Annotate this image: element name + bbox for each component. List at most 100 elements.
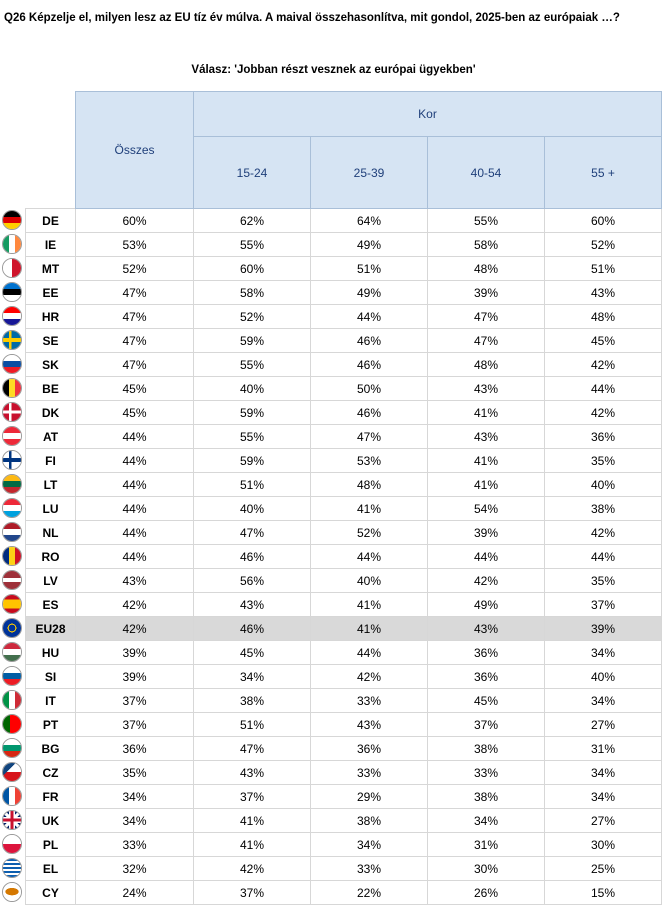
header-age-55-plus: 55 + — [544, 136, 662, 209]
cell-age-a4: 52% — [544, 232, 662, 257]
cell-total: 24% — [75, 880, 194, 905]
table-row: AT 44% 55% 47% 43% 36% — [25, 424, 662, 449]
table-row: SK 47% 55% 46% 48% 42% — [25, 352, 662, 377]
header-total: Összes — [75, 91, 194, 209]
cell-total: 44% — [75, 424, 194, 449]
cell-total: 44% — [75, 544, 194, 569]
cell-age-a4: 31% — [544, 736, 662, 761]
cell-age-a2: 49% — [310, 232, 428, 257]
cell-age-a2: 46% — [310, 400, 428, 425]
cell-age-a3: 31% — [427, 832, 545, 857]
cell-age-a3: 43% — [427, 616, 545, 641]
cell-age-a1: 37% — [193, 784, 311, 809]
cell-total: 34% — [75, 808, 194, 833]
cell-age-a1: 56% — [193, 568, 311, 593]
country-code: FR — [25, 784, 76, 809]
cell-age-a1: 51% — [193, 472, 311, 497]
cell-age-a4: 27% — [544, 712, 662, 737]
cell-age-a1: 52% — [193, 304, 311, 329]
cell-total: 42% — [75, 616, 194, 641]
cell-total: 60% — [75, 208, 194, 233]
cell-age-a3: 37% — [427, 712, 545, 737]
table-row: UK 34% 41% 38% 34% 27% — [25, 808, 662, 833]
cell-age-a4: 38% — [544, 496, 662, 521]
cell-total: 39% — [75, 640, 194, 665]
cell-age-a4: 42% — [544, 352, 662, 377]
flag-icon-fr — [2, 786, 22, 806]
cell-total: 45% — [75, 400, 194, 425]
cell-age-a4: 27% — [544, 808, 662, 833]
cell-age-a2: 22% — [310, 880, 428, 905]
cell-total: 44% — [75, 448, 194, 473]
country-code: RO — [25, 544, 76, 569]
flag-icon-hr — [2, 306, 22, 326]
cell-total: 53% — [75, 232, 194, 257]
flag-icon-lv — [2, 570, 22, 590]
cell-age-a2: 33% — [310, 688, 428, 713]
cell-age-a4: 36% — [544, 424, 662, 449]
cell-age-a4: 30% — [544, 832, 662, 857]
cell-age-a2: 34% — [310, 832, 428, 857]
cell-age-a1: 59% — [193, 328, 311, 353]
cell-age-a1: 46% — [193, 544, 311, 569]
cell-age-a3: 43% — [427, 376, 545, 401]
cell-age-a2: 51% — [310, 256, 428, 281]
cell-age-a1: 34% — [193, 664, 311, 689]
cell-age-a3: 42% — [427, 568, 545, 593]
flag-icon-hu — [2, 642, 22, 662]
cell-age-a3: 41% — [427, 472, 545, 497]
header-blank — [26, 92, 76, 209]
flag-icon-bg — [2, 738, 22, 758]
cell-age-a3: 26% — [427, 880, 545, 905]
country-code: DE — [25, 208, 76, 233]
country-code: MT — [25, 256, 76, 281]
cell-age-a3: 33% — [427, 760, 545, 785]
flag-icon-fi — [2, 450, 22, 470]
table-row: EL 32% 42% 33% 30% 25% — [25, 856, 662, 881]
cell-age-a1: 46% — [193, 616, 311, 641]
cell-age-a3: 41% — [427, 400, 545, 425]
flag-icon-be — [2, 378, 22, 398]
flag-icon-cz — [2, 762, 22, 782]
cell-total: 32% — [75, 856, 194, 881]
country-code: NL — [25, 520, 76, 545]
cell-age-a4: 40% — [544, 472, 662, 497]
cell-age-a1: 43% — [193, 592, 311, 617]
country-code: LT — [25, 472, 76, 497]
country-code: SI — [25, 664, 76, 689]
flag-icon-uk — [2, 810, 22, 830]
results-table: Összes Kor 15-24 25-39 40-54 55 + DE 60% 6… — [25, 91, 662, 905]
cell-total: 47% — [75, 304, 194, 329]
cell-age-a3: 55% — [427, 208, 545, 233]
header-age-25-39: 25-39 — [310, 136, 428, 209]
cell-age-a1: 59% — [193, 448, 311, 473]
flag-icon-cy — [2, 882, 22, 902]
table-row: CZ 35% 43% 33% 33% 34% — [25, 760, 662, 785]
cell-age-a1: 55% — [193, 232, 311, 257]
cell-age-a2: 44% — [310, 304, 428, 329]
cell-age-a3: 39% — [427, 520, 545, 545]
flag-icon-se — [2, 330, 22, 350]
country-code: SE — [25, 328, 76, 353]
flag-icon-it — [2, 690, 22, 710]
cell-age-a4: 39% — [544, 616, 662, 641]
cell-age-a4: 40% — [544, 664, 662, 689]
table-row: EE 47% 58% 49% 39% 43% — [25, 280, 662, 305]
cell-age-a4: 35% — [544, 568, 662, 593]
country-code: FI — [25, 448, 76, 473]
cell-age-a1: 38% — [193, 688, 311, 713]
cell-total: 44% — [75, 520, 194, 545]
cell-age-a2: 41% — [310, 616, 428, 641]
cell-age-a4: 42% — [544, 400, 662, 425]
cell-age-a3: 41% — [427, 448, 545, 473]
cell-age-a3: 49% — [427, 592, 545, 617]
country-code: HR — [25, 304, 76, 329]
country-code: ES — [25, 592, 76, 617]
table-row: RO 44% 46% 44% 44% 44% — [25, 544, 662, 569]
country-code: IE — [25, 232, 76, 257]
cell-age-a4: 35% — [544, 448, 662, 473]
table-row: HR 47% 52% 44% 47% 48% — [25, 304, 662, 329]
cell-age-a4: 51% — [544, 256, 662, 281]
flag-icon-nl — [2, 522, 22, 542]
cell-age-a1: 62% — [193, 208, 311, 233]
